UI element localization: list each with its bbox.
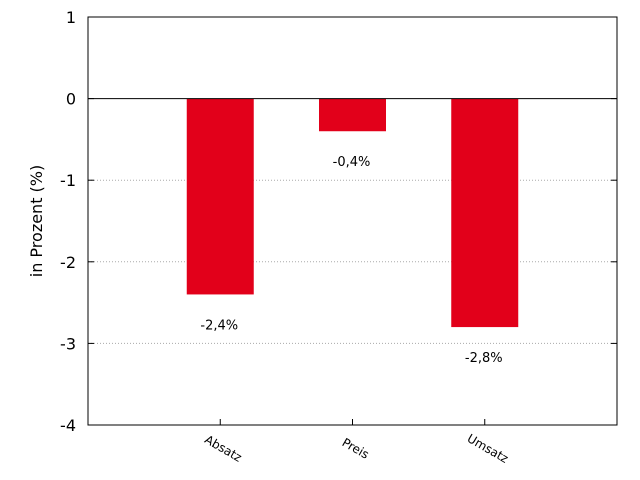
y-axis-label: in Prozent (%) <box>27 165 46 277</box>
bar-preis <box>319 98 386 132</box>
data-label-absatz: -2,4% <box>200 318 238 333</box>
y-tick-label: -2 <box>60 253 76 272</box>
y-tick-label: -4 <box>60 416 76 435</box>
x-axis-labels: Absatz Preis Umsatz <box>202 419 511 466</box>
data-labels: -2,4% -0,4% -2,8% <box>200 155 502 366</box>
plot-frame <box>87 16 618 426</box>
x-tick-label-preis: Preis <box>340 435 372 461</box>
y-tick-label: 0 <box>66 90 76 109</box>
bars <box>186 98 519 328</box>
bar-umsatz <box>451 98 519 328</box>
gridlines <box>88 179 617 344</box>
y-tick-label: 1 <box>66 8 76 27</box>
x-tick-label-umsatz: Umsatz <box>465 431 511 466</box>
bar-absatz <box>186 98 254 295</box>
x-tick-label-absatz: Absatz <box>202 432 244 464</box>
data-label-umsatz: -2,8% <box>465 351 503 366</box>
data-label-preis: -0,4% <box>333 155 371 170</box>
y-tick-label: -1 <box>60 171 76 190</box>
y-axis-ticks: 1 0 -1 -2 -3 -4 <box>60 8 617 435</box>
y-tick-label: -3 <box>60 334 76 353</box>
